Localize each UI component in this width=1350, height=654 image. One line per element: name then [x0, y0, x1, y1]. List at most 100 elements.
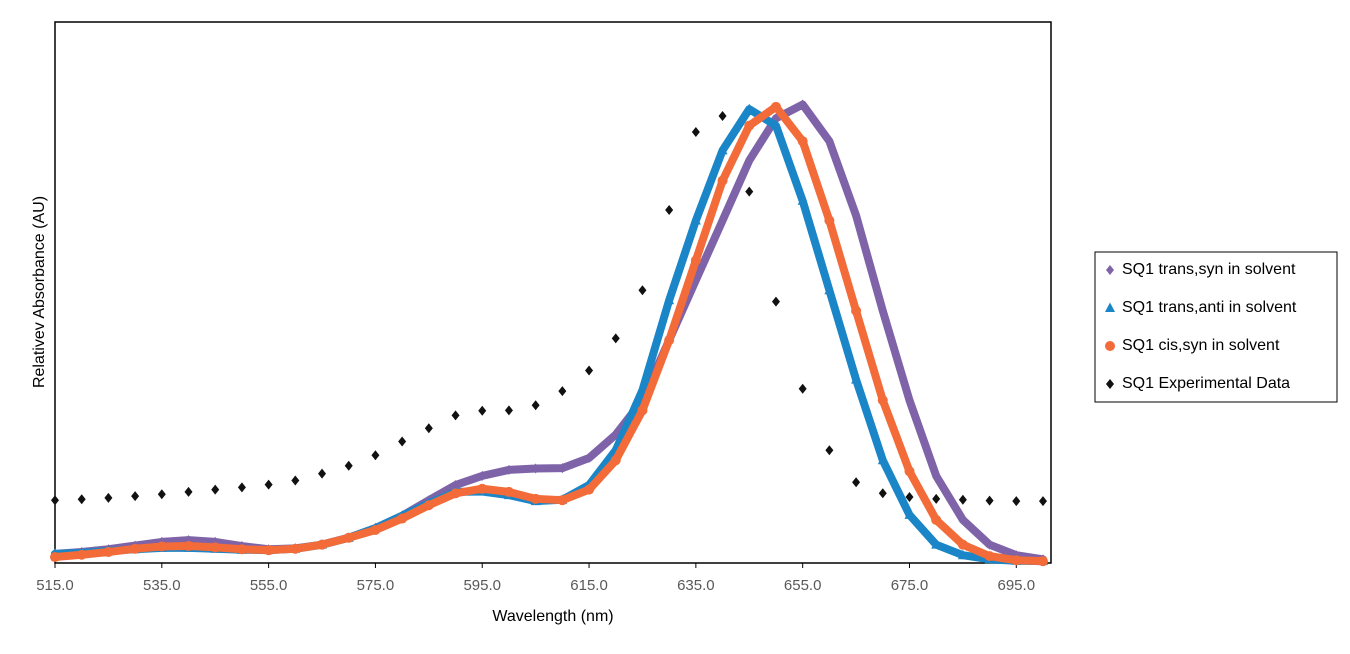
- data-point: [744, 103, 755, 114]
- x-tick-label: 615.0: [570, 577, 608, 594]
- data-point: [797, 195, 808, 205]
- data-point: [104, 492, 113, 503]
- data-point: [585, 365, 594, 376]
- legend-label: SQ1 cis,syn in solvent: [1122, 337, 1280, 354]
- data-point: [957, 549, 968, 560]
- data-point: [824, 284, 835, 295]
- data-point: [985, 495, 994, 506]
- data-point: [397, 513, 408, 524]
- data-point: [664, 294, 675, 305]
- data-point: [824, 215, 835, 226]
- data-point: [343, 532, 354, 543]
- legend-label: SQ1 trans,syn in solvent: [1122, 261, 1296, 278]
- x-tick-label: 535.0: [143, 577, 181, 594]
- data-point: [851, 374, 862, 384]
- data-point: [477, 483, 488, 494]
- data-point: [423, 500, 434, 511]
- data-point: [237, 482, 246, 493]
- data-point: [852, 477, 861, 488]
- data-point: [771, 296, 780, 307]
- legend-box: [1094, 251, 1338, 403]
- data-point: [717, 175, 728, 186]
- data-point: [958, 494, 967, 505]
- y-axis-label: Relativev Absorbance (AU): [31, 196, 48, 388]
- data-point: [958, 514, 967, 525]
- series-line: [51, 105, 1047, 566]
- data-point: [745, 186, 754, 197]
- data-point: [184, 486, 193, 497]
- data-point: [798, 383, 807, 394]
- data-point: [398, 436, 407, 447]
- data-point: [76, 549, 87, 560]
- data-point: [51, 495, 59, 506]
- x-tick-label: 635.0: [677, 577, 715, 594]
- data-point: [183, 541, 194, 552]
- legend-marker: [1106, 379, 1114, 389]
- data-point: [157, 489, 166, 500]
- data-point: [103, 546, 114, 557]
- data-point: [451, 480, 460, 491]
- data-point: [878, 305, 887, 316]
- data-point: [1011, 555, 1022, 566]
- data-point: [585, 453, 594, 464]
- data-point: [797, 136, 808, 147]
- data-point: [770, 120, 781, 130]
- data-point: [637, 384, 648, 395]
- data-point: [611, 333, 620, 344]
- data-point: [478, 405, 487, 416]
- data-point: [50, 552, 60, 563]
- data-point: [210, 542, 221, 553]
- data-point: [745, 155, 754, 166]
- data-point: [531, 400, 540, 411]
- data-point: [932, 470, 941, 481]
- data-point: [236, 544, 247, 555]
- data-point: [504, 464, 513, 475]
- data-point: [156, 541, 167, 552]
- data-point: [852, 210, 861, 221]
- legend-marker: [1106, 265, 1114, 275]
- data-point: [664, 335, 675, 346]
- data-point: [610, 455, 621, 466]
- x-tick-label: 595.0: [463, 577, 501, 594]
- data-point: [744, 120, 755, 131]
- data-point: [690, 255, 701, 266]
- data-point: [877, 395, 888, 406]
- data-point: [637, 405, 648, 416]
- data-point: [503, 486, 514, 497]
- data-point: [691, 127, 700, 138]
- data-point: [1037, 556, 1048, 567]
- plot-frame: [54, 21, 1052, 564]
- legend-label: SQ1 trans,anti in solvent: [1122, 299, 1297, 316]
- data-point: [131, 491, 140, 502]
- data-point: [451, 410, 460, 421]
- legend-marker: [1105, 341, 1115, 351]
- data-point: [450, 488, 461, 499]
- data-point: [318, 468, 327, 479]
- data-point: [825, 445, 834, 456]
- data-point: [770, 101, 781, 112]
- data-point: [557, 495, 568, 506]
- data-point: [717, 144, 728, 155]
- data-point: [130, 543, 141, 554]
- series-line: [51, 100, 1047, 564]
- data-point: [905, 491, 914, 502]
- data-point: [344, 460, 353, 471]
- data-point: [904, 509, 915, 519]
- data-point: [985, 539, 994, 550]
- data-point: [718, 215, 727, 226]
- data-point: [798, 99, 807, 110]
- legend-marker: [1105, 302, 1115, 312]
- data-point: [931, 514, 942, 525]
- data-point: [878, 488, 887, 499]
- x-axis-label: Wavelength (nm): [492, 608, 613, 625]
- data-point: [263, 545, 274, 556]
- x-tick-label: 575.0: [357, 577, 395, 594]
- data-point: [825, 136, 834, 147]
- data-point: [211, 484, 220, 495]
- data-point: [530, 493, 541, 504]
- data-point: [290, 543, 301, 554]
- x-tick-label: 655.0: [784, 577, 822, 594]
- data-point: [370, 524, 381, 535]
